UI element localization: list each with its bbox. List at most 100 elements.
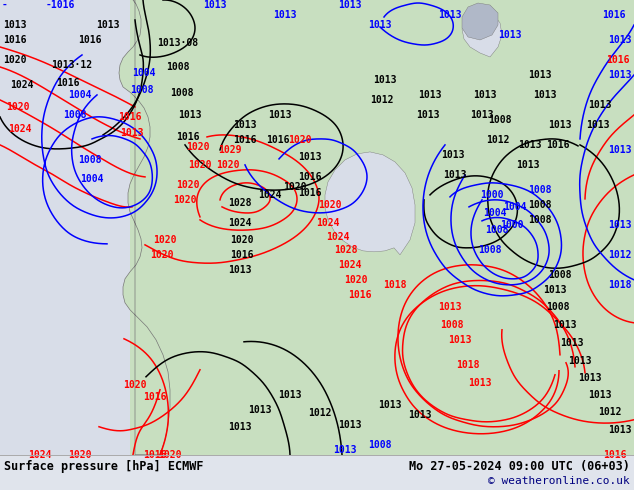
Text: 1008: 1008 (478, 245, 501, 255)
Text: 1013: 1013 (568, 356, 592, 366)
Text: 1013: 1013 (560, 338, 584, 348)
Text: 1013: 1013 (278, 390, 302, 400)
Text: 1013: 1013 (273, 10, 297, 20)
Text: Mo 27-05-2024 09:00 UTC (06+03): Mo 27-05-2024 09:00 UTC (06+03) (409, 460, 630, 473)
Text: 1020: 1020 (230, 235, 254, 245)
Text: 1016: 1016 (230, 250, 254, 260)
Text: 1020: 1020 (288, 135, 312, 145)
Text: 1013: 1013 (448, 335, 472, 345)
Text: 1020: 1020 (3, 55, 27, 65)
Text: 1008: 1008 (528, 185, 552, 195)
Text: 1016: 1016 (143, 450, 167, 460)
Text: 1013: 1013 (378, 400, 402, 410)
Text: 1008: 1008 (78, 155, 101, 165)
Text: 1013: 1013 (608, 145, 631, 155)
Text: 1020: 1020 (186, 142, 210, 152)
Polygon shape (462, 3, 498, 40)
Text: 1018: 1018 (383, 280, 407, 290)
Text: 1008: 1008 (485, 225, 508, 235)
Text: 1013: 1013 (498, 30, 522, 40)
Text: 1013: 1013 (339, 0, 362, 10)
Text: 1013: 1013 (228, 265, 252, 275)
Text: 1008: 1008 (528, 200, 552, 210)
Text: 1008: 1008 (166, 62, 190, 72)
Text: 1020: 1020 (153, 235, 177, 245)
Text: 1013: 1013 (3, 20, 27, 30)
Text: 1028: 1028 (334, 245, 358, 255)
Text: 1024: 1024 (316, 218, 340, 228)
Text: 1013: 1013 (608, 425, 631, 435)
Text: 1013: 1013 (268, 110, 292, 120)
Text: 1013: 1013 (578, 373, 602, 383)
Text: 1008: 1008 (171, 88, 194, 98)
Text: 1020: 1020 (150, 250, 174, 260)
Text: 1018: 1018 (608, 280, 631, 290)
Polygon shape (119, 0, 170, 455)
Text: 1018: 1018 (456, 360, 480, 370)
Text: 1013: 1013 (586, 120, 610, 130)
Text: 1000: 1000 (500, 220, 524, 230)
Text: 1013: 1013 (528, 70, 552, 80)
Text: 1016: 1016 (266, 135, 290, 145)
Text: 1020: 1020 (216, 160, 240, 170)
Text: 1012: 1012 (608, 250, 631, 260)
Text: 1013: 1013 (470, 110, 494, 120)
Text: 1013: 1013 (298, 152, 321, 162)
Text: 1013: 1013 (518, 140, 541, 150)
Text: 1029: 1029 (218, 145, 242, 155)
Text: 1020: 1020 (6, 102, 30, 112)
Text: 1016: 1016 (298, 188, 321, 198)
Text: 1024: 1024 (228, 218, 252, 228)
Text: 1008: 1008 (548, 270, 572, 280)
Text: 1016: 1016 (143, 392, 167, 402)
Text: 1016: 1016 (348, 290, 372, 300)
Text: 1020: 1020 (318, 200, 342, 210)
Text: 1013: 1013 (548, 120, 572, 130)
Text: 1013: 1013 (418, 90, 442, 100)
Text: 1013: 1013 (438, 10, 462, 20)
Text: 1013: 1013 (588, 100, 612, 110)
Text: 1013: 1013 (373, 75, 397, 85)
Text: 1013: 1013 (96, 20, 120, 30)
Polygon shape (462, 11, 502, 57)
Text: 1004: 1004 (81, 174, 104, 184)
Text: 1024: 1024 (29, 450, 52, 460)
Text: 1008: 1008 (488, 115, 512, 125)
Text: 1013: 1013 (443, 170, 467, 180)
Text: 1016: 1016 (78, 35, 101, 45)
Text: 1004: 1004 (483, 208, 507, 218)
Text: 1013: 1013 (333, 445, 357, 455)
Text: 1020: 1020 (344, 275, 368, 285)
Text: 1000: 1000 (480, 190, 504, 200)
Text: 1016: 1016 (56, 78, 80, 88)
Text: 1016: 1016 (176, 132, 200, 142)
Text: 1020: 1020 (68, 450, 92, 460)
Text: 1004: 1004 (503, 202, 527, 212)
Text: 1008: 1008 (63, 110, 87, 120)
Text: 1013: 1013 (178, 110, 202, 120)
Text: 1013·08: 1013·08 (157, 38, 198, 48)
Text: 1013: 1013 (516, 160, 540, 170)
Polygon shape (325, 152, 415, 255)
Text: 1013: 1013 (368, 20, 392, 30)
Text: 1013: 1013 (249, 405, 272, 415)
Text: 1024: 1024 (327, 232, 350, 242)
Text: 1013: 1013 (339, 420, 362, 430)
Text: 1020: 1020 (123, 380, 146, 390)
Text: 1012: 1012 (308, 408, 332, 418)
Text: 1013: 1013 (608, 35, 631, 45)
Text: 1013: 1013 (204, 0, 227, 10)
Polygon shape (130, 0, 634, 455)
Text: 1013: 1013 (469, 378, 492, 388)
Text: 1013: 1013 (228, 422, 252, 432)
Text: 1020: 1020 (188, 160, 212, 170)
Text: 1016: 1016 (298, 172, 321, 182)
Text: 1016: 1016 (547, 140, 570, 150)
Text: 1024: 1024 (339, 260, 362, 270)
Text: 1012: 1012 (370, 95, 394, 105)
Text: 1013: 1013 (543, 285, 567, 295)
Text: 1013: 1013 (120, 128, 144, 138)
Text: 1008: 1008 (547, 302, 570, 312)
Text: 1016: 1016 (233, 135, 257, 145)
Text: 1016: 1016 (603, 450, 627, 460)
